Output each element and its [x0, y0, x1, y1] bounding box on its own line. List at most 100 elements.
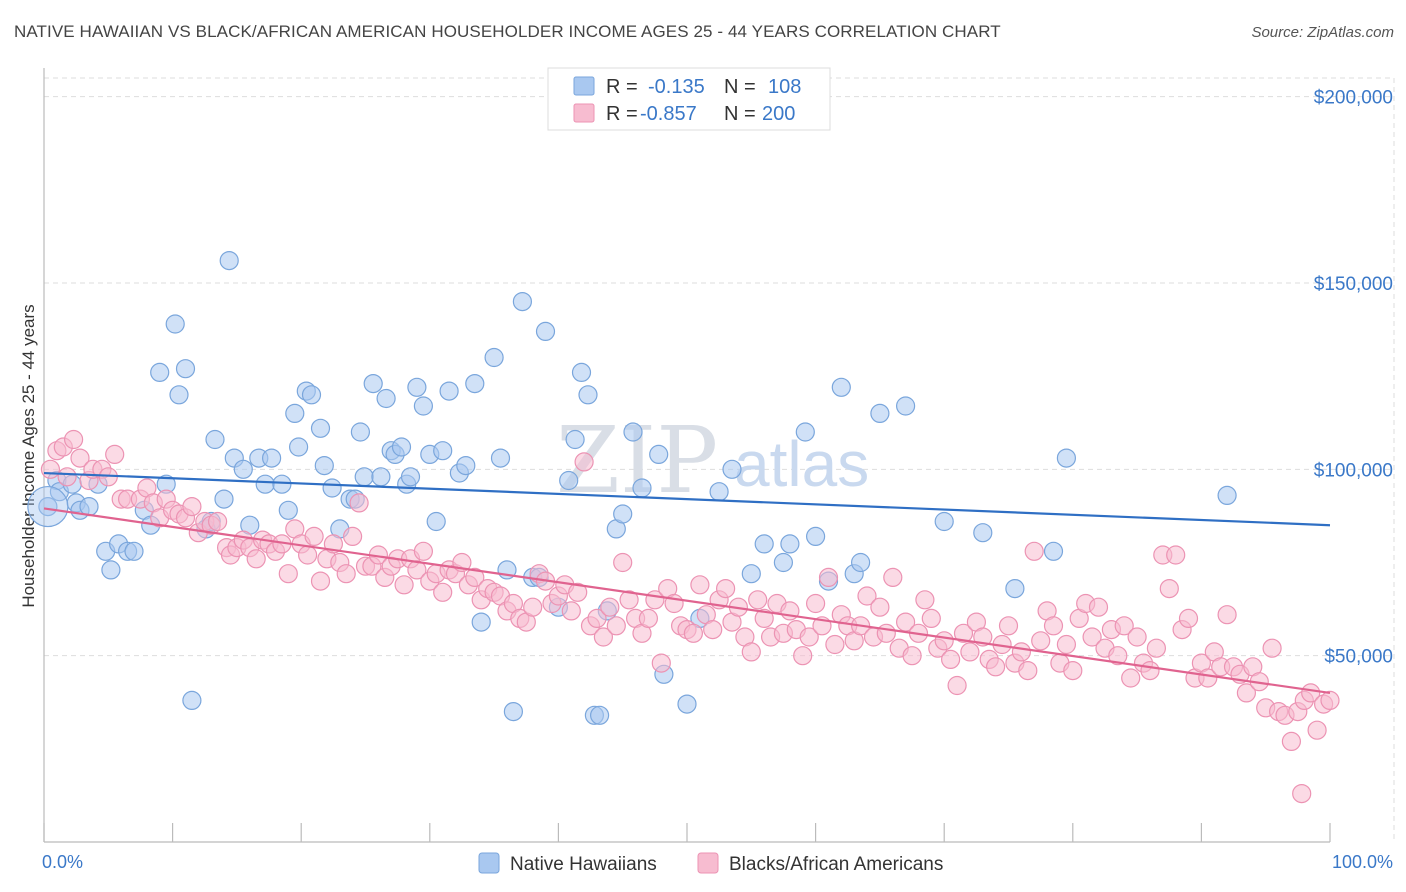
black-african-american-point	[953, 623, 974, 643]
black-african-american-point	[960, 642, 980, 662]
bottom-legend-label-blue: Native Hawaiians	[510, 854, 657, 875]
native-hawaiian-point	[426, 511, 446, 532]
black-african-american-point	[63, 429, 84, 450]
black-african-american-point	[638, 608, 659, 629]
native-hawaiian-point	[322, 478, 342, 498]
black-african-american-point	[857, 586, 877, 606]
y-tick-label: $150,000	[1314, 274, 1393, 295]
black-african-american-point	[310, 571, 331, 591]
black-african-american-point	[1121, 668, 1141, 688]
black-african-american-point	[574, 452, 594, 472]
native-hawaiian-point	[780, 534, 800, 554]
black-african-american-point	[870, 597, 890, 617]
legend-r-label-1: R =	[606, 76, 638, 98]
native-hawaiians-trend-line	[43, 471, 1331, 527]
black-african-american-point	[651, 653, 671, 673]
black-african-american-point	[1127, 627, 1147, 647]
chart-title: NATIVE HAWAIIAN VS BLACK/AFRICAN AMERICA…	[14, 22, 1001, 41]
legend-swatch-blue	[573, 76, 595, 96]
native-hawaiian-point	[391, 437, 412, 457]
native-hawaiian-point	[214, 489, 234, 509]
black-african-american-point	[246, 549, 266, 569]
y-tick-label: $200,000	[1314, 88, 1393, 109]
native-hawaiian-point	[1217, 485, 1237, 505]
native-hawaiian-point	[301, 385, 322, 405]
native-hawaiian-point	[831, 377, 851, 397]
native-hawaiian-point	[1043, 541, 1064, 561]
black-african-american-point	[587, 608, 607, 629]
native-hawaiian-point	[677, 694, 697, 714]
native-hawaiian-point	[559, 470, 579, 491]
native-hawaiian-point	[795, 422, 815, 442]
black-african-american-point	[1011, 642, 1032, 662]
black-african-american-point	[818, 567, 839, 588]
native-hawaiian-point	[471, 612, 491, 632]
black-african-american-point	[278, 564, 298, 584]
black-african-american-point	[40, 459, 61, 479]
native-hawaiian-point	[722, 459, 742, 479]
black-african-american-point	[1108, 646, 1128, 666]
black-african-american-point	[1031, 631, 1051, 651]
source-label: Source: ZipAtlas.com	[1251, 24, 1394, 41]
legend-n-value-2: 200	[762, 103, 795, 125]
native-hawaiian-point	[262, 448, 282, 468]
black-african-american-point	[1281, 731, 1302, 752]
black-african-american-point	[1146, 638, 1167, 658]
native-hawaiian-point	[709, 482, 729, 502]
native-hawaiian-point	[649, 444, 669, 464]
black-african-american-point	[754, 608, 774, 629]
black-african-american-point	[1307, 720, 1327, 740]
black-african-american-point	[613, 552, 633, 573]
black-african-american-point	[1262, 638, 1282, 658]
native-hawaiian-point	[233, 459, 253, 479]
native-hawaiian-point	[413, 396, 433, 416]
native-hawaiian-point	[850, 552, 871, 573]
black-african-american-point	[715, 578, 736, 599]
native-hawaiian-point	[870, 403, 890, 423]
black-african-american-point	[915, 590, 935, 610]
black-african-american-point	[561, 601, 581, 621]
native-hawaiian-point	[175, 359, 196, 379]
black-african-american-point	[1018, 660, 1038, 681]
native-hawaiian-point	[219, 251, 239, 271]
legend-swatch-pink	[573, 103, 595, 123]
native-hawaiian-point	[571, 362, 592, 382]
native-hawaiian-point	[433, 441, 453, 461]
legend-box: R = -0.135 N = 108 R = -0.857 N = 200	[547, 67, 831, 131]
black-african-american-point	[883, 567, 903, 588]
black-african-american-point	[998, 616, 1019, 636]
native-hawaiian-point	[101, 560, 121, 580]
black-african-american-point	[1114, 616, 1134, 636]
black-african-american-point	[1292, 783, 1312, 804]
native-hawaiian-point	[400, 467, 421, 487]
y-tick-labels: $50,000 $100,000 $150,000 $200,000	[1314, 88, 1393, 668]
black-african-american-point	[343, 526, 363, 547]
black-african-american-point	[934, 631, 954, 651]
black-african-american-point	[1178, 608, 1199, 629]
black-african-american-point	[690, 575, 710, 595]
native-hawaiian-point	[376, 388, 396, 409]
trend-lines	[43, 471, 1331, 695]
black-african-american-point	[433, 582, 453, 602]
native-hawaiian-point	[182, 690, 202, 711]
legend-n-label-1: N =	[724, 76, 756, 98]
black-african-american-point	[825, 634, 845, 655]
bottom-legend-swatch-pink	[697, 852, 719, 874]
y-tick-label: $100,000	[1314, 460, 1393, 481]
black-african-american-point	[619, 590, 639, 610]
black-african-american-point	[805, 593, 826, 614]
native-hawaiian-point	[512, 292, 533, 312]
black-african-american-point	[1166, 545, 1186, 565]
native-hawaiian-point	[934, 511, 954, 532]
legend-r-value-1: -0.135	[648, 76, 705, 98]
native-hawaiian-point	[285, 403, 305, 423]
native-hawaiian-point	[503, 701, 524, 722]
legend-r-value-2: -0.857	[640, 103, 697, 125]
blacks-trend-line	[43, 507, 1331, 695]
x-tick-max: 100.0%	[1332, 852, 1393, 872]
native-hawaiian-point	[272, 474, 292, 494]
black-african-american-point	[1159, 578, 1179, 599]
native-hawaiian-point	[490, 448, 511, 468]
native-hawaiian-point	[895, 396, 916, 416]
